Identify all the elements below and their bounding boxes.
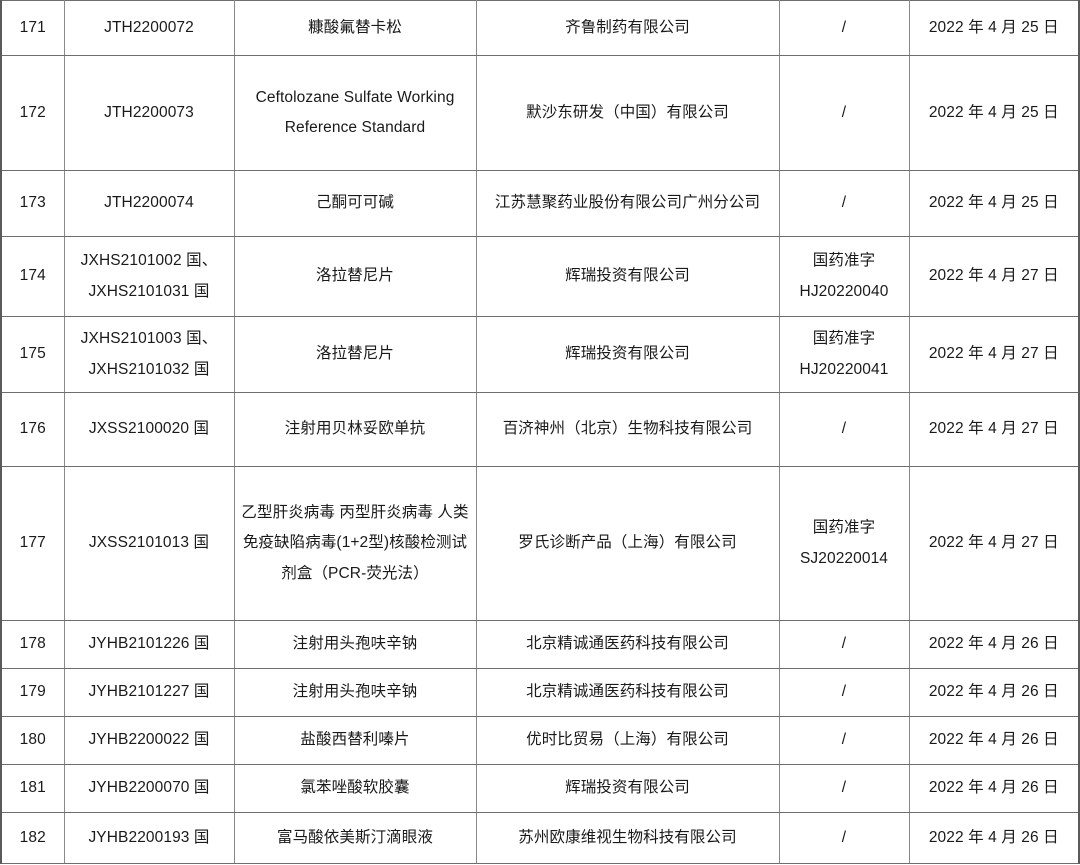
cell-acceptance-code: JYHB2101227 国 <box>63 668 235 717</box>
cell-company: 江苏慧聚药业股份有限公司广州分公司 <box>475 170 780 237</box>
table-row: 173 JTH2200074 己酮可可碱 江苏慧聚药业股份有限公司广州分公司 /… <box>0 170 1080 237</box>
cell-acceptance-code: JXHS2101003 国、JXHS2101032 国 <box>63 316 235 393</box>
cell-index: 174 <box>0 236 65 317</box>
cell-company: 北京精诚通医药科技有限公司 <box>475 668 780 717</box>
table-row: 181 JYHB2200070 国 氯苯唑酸软胶囊 辉瑞投资有限公司 / 202… <box>0 764 1080 813</box>
cell-company: 苏州欧康维视生物科技有限公司 <box>475 812 780 864</box>
table-row: 171 JTH2200072 糠酸氟替卡松 齐鲁制药有限公司 / 2022 年 … <box>0 0 1080 56</box>
cell-acceptance-code: JYHB2200070 国 <box>63 764 235 813</box>
cell-company: 辉瑞投资有限公司 <box>475 316 780 393</box>
cell-acceptance-code: JXSS2100020 国 <box>63 392 235 467</box>
cell-approval-number: 国药准字 HJ20220041 <box>778 316 910 393</box>
cell-index: 173 <box>0 170 65 237</box>
cell-company: 优时比贸易（上海）有限公司 <box>475 716 780 765</box>
cell-approval-date: 2022 年 4 月 25 日 <box>908 55 1080 171</box>
cell-company: 北京精诚通医药科技有限公司 <box>475 620 780 669</box>
cell-approval-date: 2022 年 4 月 27 日 <box>908 316 1080 393</box>
cell-index: 181 <box>0 764 65 813</box>
cell-index: 175 <box>0 316 65 393</box>
cell-index: 182 <box>0 812 65 864</box>
cell-approval-date: 2022 年 4 月 26 日 <box>908 812 1080 864</box>
cell-approval-date: 2022 年 4 月 26 日 <box>908 620 1080 669</box>
cell-approval-number: / <box>778 668 910 717</box>
cell-drug-name: 盐酸西替利嗪片 <box>233 716 477 765</box>
cell-approval-number: / <box>778 620 910 669</box>
cell-drug-name: 糠酸氟替卡松 <box>233 0 477 56</box>
cell-drug-name: 氯苯唑酸软胶囊 <box>233 764 477 813</box>
cell-index: 176 <box>0 392 65 467</box>
cell-index: 177 <box>0 466 65 621</box>
cell-company: 默沙东研发（中国）有限公司 <box>475 55 780 171</box>
cell-approval-number: / <box>778 764 910 813</box>
cell-drug-name: 富马酸依美斯汀滴眼液 <box>233 812 477 864</box>
table-row: 178 JYHB2101226 国 注射用头孢呋辛钠 北京精诚通医药科技有限公司… <box>0 620 1080 669</box>
cell-company: 辉瑞投资有限公司 <box>475 764 780 813</box>
table-row: 176 JXSS2100020 国 注射用贝林妥欧单抗 百济神州（北京）生物科技… <box>0 392 1080 467</box>
cell-acceptance-code: JTH2200074 <box>63 170 235 237</box>
cell-company: 齐鲁制药有限公司 <box>475 0 780 56</box>
cell-drug-name: 注射用贝林妥欧单抗 <box>233 392 477 467</box>
cell-approval-number: / <box>778 812 910 864</box>
cell-acceptance-code: JXHS2101002 国、JXHS2101031 国 <box>63 236 235 317</box>
table-row: 172 JTH2200073 Ceftolozane Sulfate Worki… <box>0 55 1080 171</box>
table-row: 179 JYHB2101227 国 注射用头孢呋辛钠 北京精诚通医药科技有限公司… <box>0 668 1080 717</box>
cell-approval-date: 2022 年 4 月 25 日 <box>908 0 1080 56</box>
cell-acceptance-code: JYHB2101226 国 <box>63 620 235 669</box>
cell-acceptance-code: JTH2200073 <box>63 55 235 171</box>
cell-index: 179 <box>0 668 65 717</box>
cell-approval-number: 国药准字 SJ20220014 <box>778 466 910 621</box>
cell-drug-name: 洛拉替尼片 <box>233 316 477 393</box>
cell-acceptance-code: JYHB2200193 国 <box>63 812 235 864</box>
cell-acceptance-code: JYHB2200022 国 <box>63 716 235 765</box>
cell-approval-date: 2022 年 4 月 27 日 <box>908 466 1080 621</box>
table-row: 174 JXHS2101002 国、JXHS2101031 国 洛拉替尼片 辉瑞… <box>0 236 1080 317</box>
cell-drug-name: 洛拉替尼片 <box>233 236 477 317</box>
cell-approval-date: 2022 年 4 月 25 日 <box>908 170 1080 237</box>
table-row: 180 JYHB2200022 国 盐酸西替利嗪片 优时比贸易（上海）有限公司 … <box>0 716 1080 765</box>
cell-index: 180 <box>0 716 65 765</box>
table-row: 177 JXSS2101013 国 乙型肝炎病毒 丙型肝炎病毒 人类免疫缺陷病毒… <box>0 466 1080 621</box>
cell-drug-name: 注射用头孢呋辛钠 <box>233 620 477 669</box>
cell-approval-number: / <box>778 170 910 237</box>
cell-approval-number: / <box>778 716 910 765</box>
cell-company: 百济神州（北京）生物科技有限公司 <box>475 392 780 467</box>
cell-approval-date: 2022 年 4 月 27 日 <box>908 236 1080 317</box>
cell-drug-name: 注射用头孢呋辛钠 <box>233 668 477 717</box>
cell-approval-date: 2022 年 4 月 26 日 <box>908 764 1080 813</box>
cell-approval-number: 国药准字 HJ20220040 <box>778 236 910 317</box>
table-row: 182 JYHB2200193 国 富马酸依美斯汀滴眼液 苏州欧康维视生物科技有… <box>0 812 1080 864</box>
cell-company: 辉瑞投资有限公司 <box>475 236 780 317</box>
cell-approval-number: / <box>778 392 910 467</box>
cell-approval-date: 2022 年 4 月 27 日 <box>908 392 1080 467</box>
cell-approval-date: 2022 年 4 月 26 日 <box>908 716 1080 765</box>
cell-approval-number: / <box>778 55 910 171</box>
cell-index: 171 <box>0 0 65 56</box>
table-row: 175 JXHS2101003 国、JXHS2101032 国 洛拉替尼片 辉瑞… <box>0 316 1080 393</box>
cell-approval-number: / <box>778 0 910 56</box>
cell-drug-name: Ceftolozane Sulfate Working Reference St… <box>233 55 477 171</box>
cell-index: 172 <box>0 55 65 171</box>
cell-approval-date: 2022 年 4 月 26 日 <box>908 668 1080 717</box>
cell-company: 罗氏诊断产品（上海）有限公司 <box>475 466 780 621</box>
cell-acceptance-code: JTH2200072 <box>63 0 235 56</box>
cell-acceptance-code: JXSS2101013 国 <box>63 466 235 621</box>
cell-drug-name: 乙型肝炎病毒 丙型肝炎病毒 人类免疫缺陷病毒(1+2型)核酸检测试剂盒（PCR-… <box>233 466 477 621</box>
cell-drug-name: 己酮可可碱 <box>233 170 477 237</box>
cell-index: 178 <box>0 620 65 669</box>
